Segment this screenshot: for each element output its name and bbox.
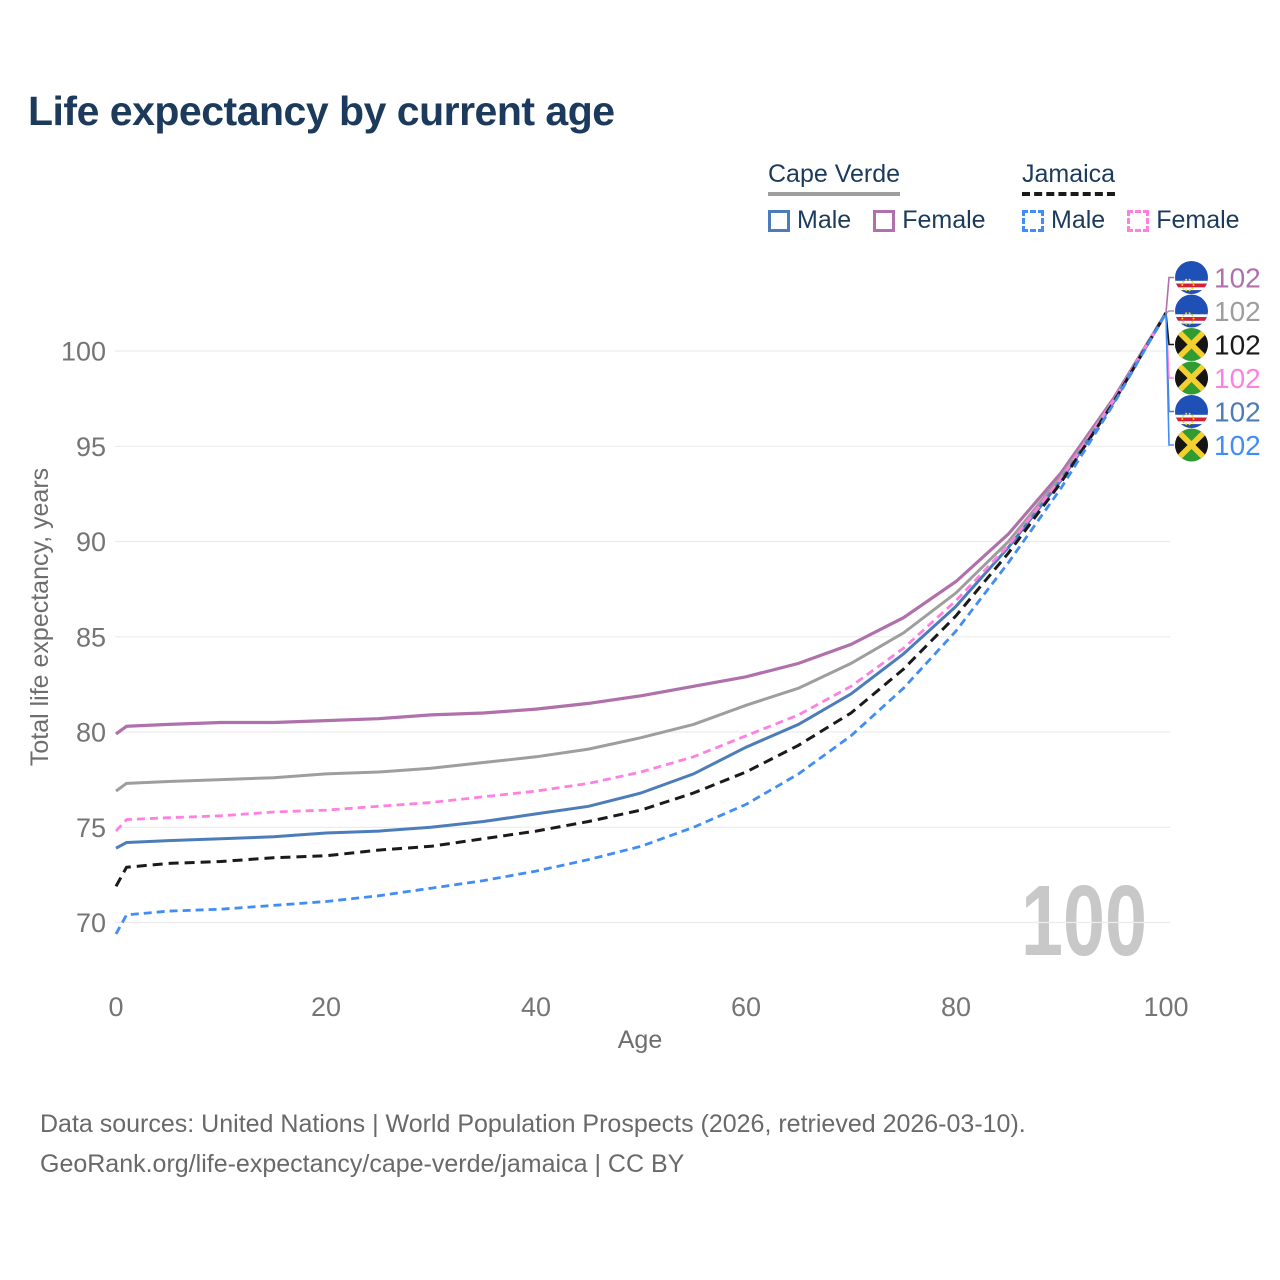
source-attribution: Data sources: United Nations | World Pop… [40, 1104, 1026, 1184]
jamaica-female-swatch-icon [1127, 209, 1150, 232]
end-label-leader-lines [1165, 276, 1174, 446]
cape-verde-flag-icon [1175, 261, 1208, 294]
jamaica-male-swatch-icon [1022, 209, 1044, 232]
y-tick-label: 70 [76, 908, 106, 938]
x-axis-title: Age [618, 1026, 662, 1054]
jamaica-flag-icon [1172, 426, 1211, 465]
series-line-jamaica-all [114, 312, 1168, 888]
end-value-cape-verde-all: 102 [1214, 296, 1261, 327]
legend-item-jamaica-female[interactable]: Female [1127, 206, 1240, 235]
attribution-url-line: GeoRank.org/life-expectancy/cape-verde/j… [40, 1150, 685, 1178]
page-title: Life expectancy by current age [28, 88, 615, 134]
legend-item-label: Male [797, 206, 852, 234]
legend-header-cape-verde: Cape Verde [768, 160, 901, 196]
series-line-cape-verde-female [115, 312, 1168, 736]
x-tick-label: 0 [108, 992, 123, 1022]
x-tick-label: 60 [731, 992, 761, 1022]
y-axis-tick-labels: 70 75 80 85 90 95 100 [61, 337, 106, 939]
cape-verde-flag-icon [1175, 295, 1208, 328]
jamaica-flag-icon [1172, 359, 1211, 398]
legend-item-cape-verde-female[interactable]: Female [873, 206, 986, 235]
jamaica-flag-icon [1172, 325, 1211, 364]
legend-item-label: Female [902, 206, 986, 234]
gridlines [115, 350, 1170, 924]
legend-items-jamaica: Male Female [1022, 206, 1240, 235]
end-value-cape-verde-female: 102 [1214, 263, 1261, 294]
legend-group-jamaica: Jamaica Male Female [1022, 160, 1240, 235]
legend-item-label: Female [1156, 206, 1240, 234]
series-line-jamaica-female [114, 312, 1168, 833]
y-tick-label: 80 [76, 718, 106, 748]
legend-group-cape-verde: Cape Verde Male Female [768, 160, 986, 235]
legend-item-label: Male [1051, 206, 1106, 234]
legend-header-jamaica: Jamaica [1022, 160, 1116, 196]
end-value-jamaica-male: 102 [1214, 430, 1261, 461]
end-value-cape-verde-male: 102 [1214, 397, 1261, 428]
x-axis-tick-labels: 0 20 40 60 80 100 [108, 992, 1188, 1022]
y-tick-label: 95 [76, 432, 106, 462]
legend-item-jamaica-male[interactable]: Male [1022, 206, 1105, 235]
leader-line-cape-verde-female [1165, 276, 1174, 313]
series-lines [114, 312, 1168, 935]
leader-line-jamaica-male [1165, 312, 1174, 446]
legend-items-cape-verde: Male Female [768, 206, 986, 235]
leader-line-cape-verde-all [1165, 310, 1174, 314]
data-sources-line: Data sources: United Nations | World Pop… [40, 1110, 1026, 1138]
series-line-cape-verde-male [115, 312, 1168, 850]
cape-verde-female-swatch-icon [873, 209, 896, 232]
series-line-cape-verde-all [115, 312, 1168, 793]
y-tick-label: 90 [76, 527, 106, 557]
age-counter-watermark: 100 [1021, 865, 1147, 977]
y-tick-label: 75 [76, 813, 106, 843]
x-tick-label: 80 [941, 992, 971, 1022]
x-tick-label: 40 [521, 992, 551, 1022]
y-tick-label: 85 [76, 622, 106, 652]
cape-verde-flag-icon [1175, 395, 1208, 428]
y-tick-label: 100 [61, 337, 106, 367]
end-value-jamaica-female: 102 [1214, 363, 1261, 394]
end-value-jamaica-all: 102 [1214, 330, 1261, 361]
legend-item-cape-verde-male[interactable]: Male [768, 206, 851, 235]
x-tick-label: 100 [1143, 992, 1188, 1022]
cape-verde-male-swatch-icon [768, 209, 790, 232]
x-tick-label: 20 [311, 992, 341, 1022]
y-axis-title: Total life expectancy, years [26, 468, 54, 766]
series-line-jamaica-male [114, 312, 1168, 935]
